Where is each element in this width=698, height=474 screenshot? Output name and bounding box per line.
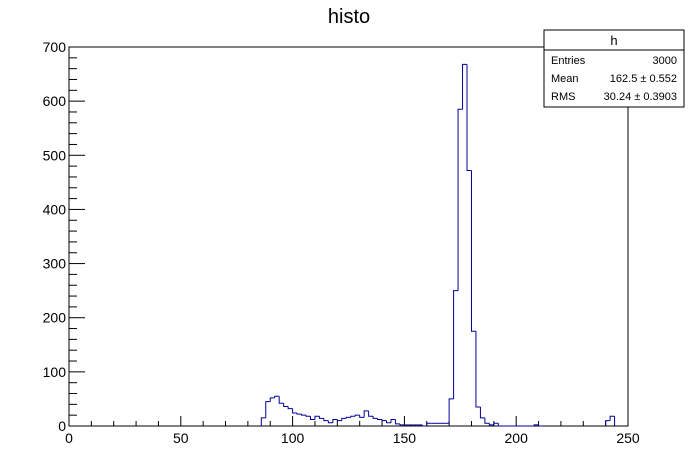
histogram-bins xyxy=(260,63,616,427)
histogram-bin xyxy=(314,415,320,420)
y-tick-label: 200 xyxy=(43,310,67,326)
y-tick-label: 0 xyxy=(58,418,66,434)
histogram-bin xyxy=(381,419,387,422)
histogram-bin xyxy=(493,422,499,425)
histogram-bin xyxy=(309,416,315,421)
x-tick-label: 250 xyxy=(616,430,640,446)
stats-entries-value: 3000 xyxy=(653,55,677,67)
stats-rms-value: 30.24 ± 0.3903 xyxy=(604,91,677,103)
histogram-bin xyxy=(390,419,396,423)
y-tick-label: 600 xyxy=(43,93,67,109)
stats-entries-label: Entries xyxy=(551,55,586,67)
histogram-bin xyxy=(421,424,427,427)
x-axis: 0 50 100 150 200 250 xyxy=(65,416,640,446)
histogram-bin xyxy=(497,423,503,427)
histogram-bin xyxy=(336,419,342,422)
histogram-bin xyxy=(301,414,307,416)
histogram-bin xyxy=(609,415,615,421)
histogram-bin xyxy=(470,170,476,332)
histogram-bin xyxy=(260,417,266,426)
stats-box: h Entries 3000 Mean 162.5 ± 0.552 RMS 30… xyxy=(543,29,685,108)
histogram-bin xyxy=(426,422,432,426)
histogram-bin xyxy=(265,401,271,418)
histogram-bin xyxy=(453,290,459,399)
stats-rms-label: RMS xyxy=(551,91,575,103)
histogram-bin xyxy=(363,410,369,418)
y-tick-label: 700 xyxy=(43,39,67,55)
histogram-bin xyxy=(475,331,481,408)
histogram-bin xyxy=(296,413,302,415)
histogram-bin xyxy=(394,419,400,425)
histogram-bin xyxy=(457,108,463,291)
histogram-bin xyxy=(377,418,383,421)
stats-mean-label: Mean xyxy=(551,73,579,85)
y-tick-label: 300 xyxy=(43,256,67,272)
y-tick-label: 400 xyxy=(43,201,67,217)
histogram-bin xyxy=(323,418,329,422)
stats-box-frame xyxy=(543,29,685,108)
x-tick-label: 200 xyxy=(505,430,529,446)
histogram-bin xyxy=(305,415,311,417)
histogram-bin xyxy=(368,410,374,417)
x-tick-label: 150 xyxy=(393,430,417,446)
histogram-bin xyxy=(484,417,490,424)
histogram-bin xyxy=(287,406,293,410)
y-tick-label: 500 xyxy=(43,147,67,163)
histogram-bin xyxy=(538,424,544,427)
x-tick-label: 100 xyxy=(281,430,305,446)
histogram-bin xyxy=(372,416,378,419)
histogram-bin xyxy=(269,397,275,402)
stats-mean-value: 162.5 ± 0.552 xyxy=(610,73,677,85)
histogram-bin xyxy=(350,415,356,418)
x-tick-label: 50 xyxy=(173,430,189,446)
histogram-bin xyxy=(332,419,338,423)
histogram-bin xyxy=(354,414,360,417)
histogram-bin xyxy=(341,417,347,421)
histogram-bin xyxy=(466,64,472,171)
histogram-bin xyxy=(278,396,284,404)
histogram-bin xyxy=(274,395,280,398)
chart-title: histo xyxy=(328,6,370,28)
stats-box-title: h xyxy=(610,33,617,48)
histogram-bin xyxy=(399,423,405,426)
histogram-bin xyxy=(386,420,391,424)
histogram-bin xyxy=(448,398,454,424)
histogram-bin xyxy=(479,407,485,419)
y-tick-label: 100 xyxy=(43,364,67,380)
histogram-bin xyxy=(462,63,468,110)
histogram-bin xyxy=(605,420,611,426)
histogram-bin xyxy=(488,423,494,426)
y-axis: 0 100 200 300 400 500 600 700 xyxy=(43,39,85,434)
histogram-bin xyxy=(292,408,298,414)
plot-frame xyxy=(68,46,629,427)
histogram-bin xyxy=(327,420,333,424)
histogram-bin xyxy=(359,415,365,418)
x-tick-label: 0 xyxy=(65,430,73,446)
histogram-bin xyxy=(283,403,289,408)
histogram-bin xyxy=(533,424,539,426)
histogram-bin xyxy=(318,416,324,419)
histogram-bin xyxy=(345,416,351,419)
